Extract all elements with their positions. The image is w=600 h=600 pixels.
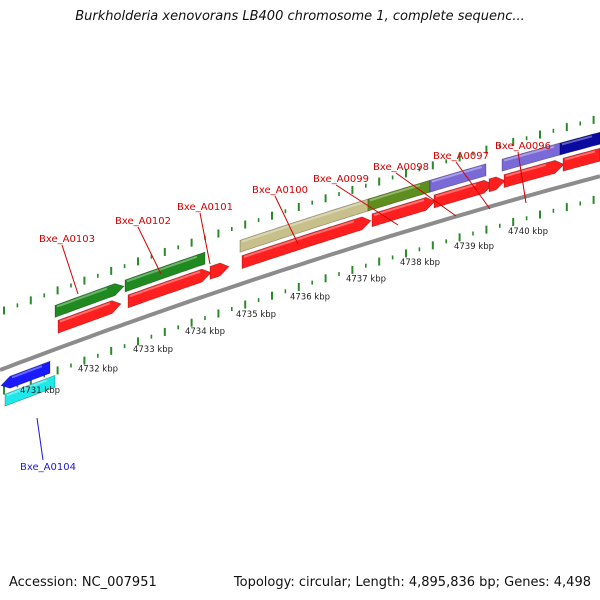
svg-text:Bxe_A0100: Bxe_A0100: [252, 185, 308, 196]
accession-text: Accession: NC_007951: [9, 575, 157, 590]
scale-label: 4737 kbp: [346, 275, 386, 285]
backbone-layer: [0, 174, 600, 372]
gene-label-bxe-a0097[interactable]: Bxe_A0097: [433, 151, 491, 210]
gene-label-bxe-a0102[interactable]: Bxe_A0102: [115, 216, 171, 275]
gene-bar-next[interactable]: [559, 131, 600, 156]
cds-bxe-a0098[interactable]: [433, 179, 494, 209]
gene-label-bxe-a0099[interactable]: Bxe_A0099: [313, 174, 399, 226]
cds-next[interactable]: [562, 147, 600, 172]
cds-bxe-a0099[interactable]: [371, 197, 436, 228]
cds-bxe-a0103[interactable]: [57, 300, 122, 334]
gene-label-bxe-a0103[interactable]: Bxe_A0103: [39, 234, 95, 295]
gene-bar-bxe-a0103[interactable]: [54, 283, 125, 318]
gene-label-bxe-a0101[interactable]: Bxe_A0101: [177, 202, 233, 265]
gene-label-bxe-a0100[interactable]: Bxe_A0100: [252, 185, 308, 245]
cds-bxe-a0102[interactable]: [127, 268, 212, 309]
scale-label: 4731 kbp: [20, 386, 60, 396]
scale-label: 4733 kbp: [133, 345, 173, 355]
gene-label-bxe-a0096[interactable]: Bxe_A0096: [495, 141, 551, 204]
svg-text:Bxe_A0097: Bxe_A0097: [433, 151, 489, 162]
map-title: Burkholderia xenovorans LB400 chromosome…: [75, 9, 525, 24]
cds-bxe-a0101[interactable]: [209, 262, 230, 280]
scale-label: 4740 kbp: [508, 227, 548, 237]
svg-text:Bxe_A0099: Bxe_A0099: [313, 174, 369, 185]
gene-bar-bxe-a0104[interactable]: [0, 360, 51, 389]
svg-text:Bxe_A0098: Bxe_A0098: [373, 162, 429, 173]
svg-text:Bxe_A0103: Bxe_A0103: [39, 234, 95, 245]
gene-features[interactable]: [0, 131, 600, 407]
gene-labels[interactable]: Bxe_A0096 Bxe_A0097 Bxe_A0098 Bxe_A0099 Bxe_…: [20, 141, 551, 473]
scale-label: 4732 kbp: [78, 365, 118, 375]
gene-label-bxe-a0098[interactable]: Bxe_A0098: [373, 162, 457, 217]
chromosome-backbone: [0, 174, 600, 372]
scale-labels: 4731 kbp 4732 kbp 4733 kbp 4734 kbp 4735 kbp…: [20, 227, 548, 396]
svg-text:Bxe_A0102: Bxe_A0102: [115, 216, 171, 227]
gene-bar-bxe-a0098[interactable]: [429, 163, 487, 193]
svg-text:Bxe_A0096: Bxe_A0096: [495, 141, 551, 152]
scale-label: 4734 kbp: [185, 327, 225, 337]
scale-label: 4735 kbp: [236, 310, 276, 320]
scale-label: 4736 kbp: [290, 292, 330, 302]
gene-bar-bxe-a0102[interactable]: [124, 251, 206, 293]
scale-label: 4739 kbp: [454, 242, 494, 252]
cds-bxe-a0097[interactable]: [488, 176, 506, 193]
svg-text:Bxe_A0101: Bxe_A0101: [177, 202, 233, 213]
genome-summary-text: Topology: circular; Length: 4,895,836 bp…: [233, 575, 591, 590]
cds-bxe-a0100[interactable]: [241, 216, 372, 270]
scale-label: 4738 kbp: [400, 258, 440, 268]
tick-marks: [3, 115, 595, 395]
cds-bxe-a0096[interactable]: [503, 160, 565, 189]
gene-label-bxe-a0104[interactable]: Bxe_A0104: [20, 417, 76, 473]
cds-bxe-a0104[interactable]: [4, 374, 56, 407]
svg-text:Bxe_A0104: Bxe_A0104: [20, 462, 76, 473]
